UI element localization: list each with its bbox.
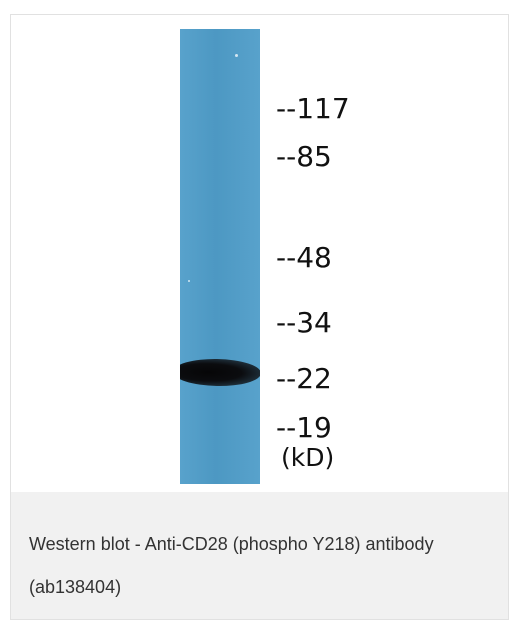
protein-band <box>180 358 260 387</box>
western-blot-image: --117 --85 --48 --34 --22 --19 (kD) <box>11 15 508 492</box>
lane-speck <box>188 280 190 282</box>
figure-caption: Western blot - Anti-CD28 (phospho Y218) … <box>29 534 434 597</box>
marker-48: --48 <box>276 241 332 274</box>
caption-area: Western blot - Anti-CD28 (phospho Y218) … <box>11 492 508 619</box>
marker-117: --117 <box>276 92 350 125</box>
marker-19: --19 <box>276 411 332 444</box>
blot-lane <box>180 29 260 484</box>
marker-34: --34 <box>276 306 332 339</box>
figure-card: --117 --85 --48 --34 --22 --19 (kD) West… <box>10 14 509 620</box>
lane-speck <box>235 54 238 57</box>
marker-22: --22 <box>276 362 332 395</box>
unit-label: (kD) <box>281 443 335 472</box>
marker-85: --85 <box>276 140 332 173</box>
